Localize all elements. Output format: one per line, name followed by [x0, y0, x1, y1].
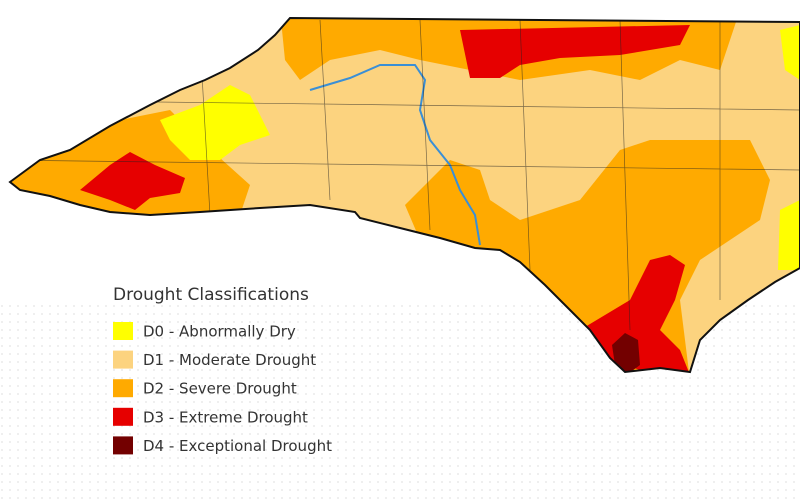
legend-swatch [113, 379, 133, 398]
region-d3 [580, 255, 690, 372]
legend-label: D3 - Extreme Drought [143, 408, 308, 426]
legend-title: Drought Classifications [113, 285, 309, 305]
region-d0 [780, 25, 800, 80]
region-d3 [80, 152, 185, 210]
legend-swatch [113, 407, 133, 426]
legend-label: D2 - Severe Drought [143, 380, 297, 398]
legend-swatch [113, 350, 133, 369]
region-d0 [778, 200, 800, 270]
river [309, 64, 481, 246]
legend-swatch [113, 436, 133, 455]
legend: Drought Classifications D0 - Abnormally … [113, 285, 332, 455]
region-d4 [612, 333, 640, 372]
region-d3 [460, 25, 690, 78]
region-d0 [160, 85, 270, 160]
legend-label: D1 - Moderate Drought [143, 351, 316, 369]
region-d2 [405, 140, 770, 372]
county-lines [10, 19, 800, 331]
legend-label: D0 - Abnormally Dry [143, 323, 296, 341]
legend-label: D4 - Exceptional Drought [143, 437, 332, 455]
legend-swatch [113, 322, 133, 340]
